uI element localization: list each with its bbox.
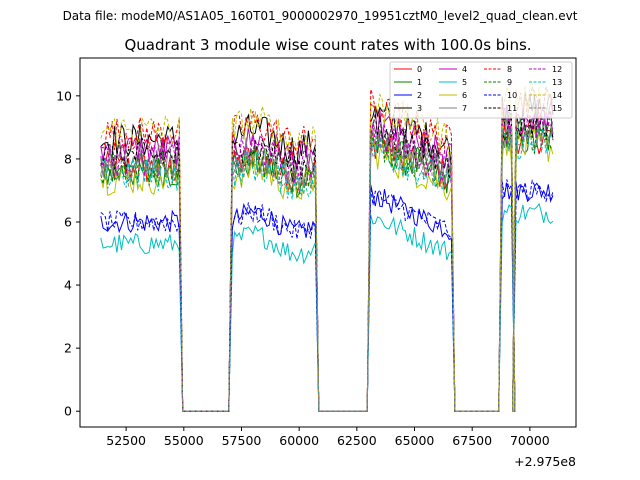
legend-label-4: 4 bbox=[462, 65, 467, 74]
y-tick-label: 10 bbox=[56, 88, 72, 103]
legend-label-14: 14 bbox=[552, 91, 562, 100]
series-line-14 bbox=[100, 80, 554, 412]
x-tick-label: 55000 bbox=[164, 433, 204, 448]
legend-label-2: 2 bbox=[417, 91, 422, 100]
plot-frame bbox=[79, 57, 577, 428]
legend-label-15: 15 bbox=[552, 104, 562, 113]
chart-suptitle: Data file: modeM0/AS1A05_160T01_90000029… bbox=[63, 9, 578, 23]
legend-label-13: 13 bbox=[552, 78, 562, 87]
legend-label-3: 3 bbox=[417, 104, 422, 113]
y-axis: 0 2 4 6 8 10 bbox=[56, 88, 80, 419]
series-line-9 bbox=[100, 118, 554, 412]
x-tick-label: 70000 bbox=[510, 433, 550, 448]
series-line-0 bbox=[100, 119, 554, 412]
legend-label-11: 11 bbox=[507, 104, 517, 113]
x-tick-label: 65000 bbox=[395, 433, 435, 448]
x-tick-label: 67500 bbox=[452, 433, 492, 448]
legend-label-9: 9 bbox=[507, 78, 512, 87]
series-line-11 bbox=[100, 108, 554, 412]
y-tick-label: 0 bbox=[64, 404, 72, 419]
series-line-6 bbox=[100, 128, 554, 412]
legend-label-10: 10 bbox=[507, 91, 517, 100]
x-tick-label: 52500 bbox=[106, 433, 146, 448]
series-line-2 bbox=[100, 181, 554, 412]
series-line-10 bbox=[100, 178, 554, 412]
x-tick-label: 62500 bbox=[337, 433, 377, 448]
chart-title: Quadrant 3 module wise count rates with … bbox=[124, 36, 531, 54]
plot-lines bbox=[100, 80, 554, 412]
series-line-15 bbox=[100, 119, 554, 412]
y-tick-label: 6 bbox=[64, 215, 72, 230]
series-line-7 bbox=[100, 114, 554, 412]
x-tick-label: 57500 bbox=[222, 433, 262, 448]
y-tick-label: 8 bbox=[64, 151, 72, 166]
series-line-12 bbox=[100, 111, 554, 412]
legend-label-12: 12 bbox=[552, 65, 562, 74]
x-tick-label: 60000 bbox=[279, 433, 319, 448]
legend-label-5: 5 bbox=[462, 78, 467, 87]
x-offset-label: +2.975e8 bbox=[514, 454, 576, 469]
legend-label-0: 0 bbox=[417, 65, 422, 74]
legend-label-1: 1 bbox=[417, 78, 422, 87]
legend-label-8: 8 bbox=[507, 65, 512, 74]
legend-label-7: 7 bbox=[462, 104, 467, 113]
y-tick-label: 2 bbox=[64, 341, 72, 356]
series-line-8 bbox=[100, 86, 554, 412]
legend-label-6: 6 bbox=[462, 91, 467, 100]
y-tick-label: 4 bbox=[64, 278, 72, 293]
series-line-5 bbox=[100, 202, 554, 412]
legend-box bbox=[389, 61, 573, 119]
x-axis: 52500 55000 57500 60000 62500 65000 67500 70000 bbox=[106, 427, 550, 448]
